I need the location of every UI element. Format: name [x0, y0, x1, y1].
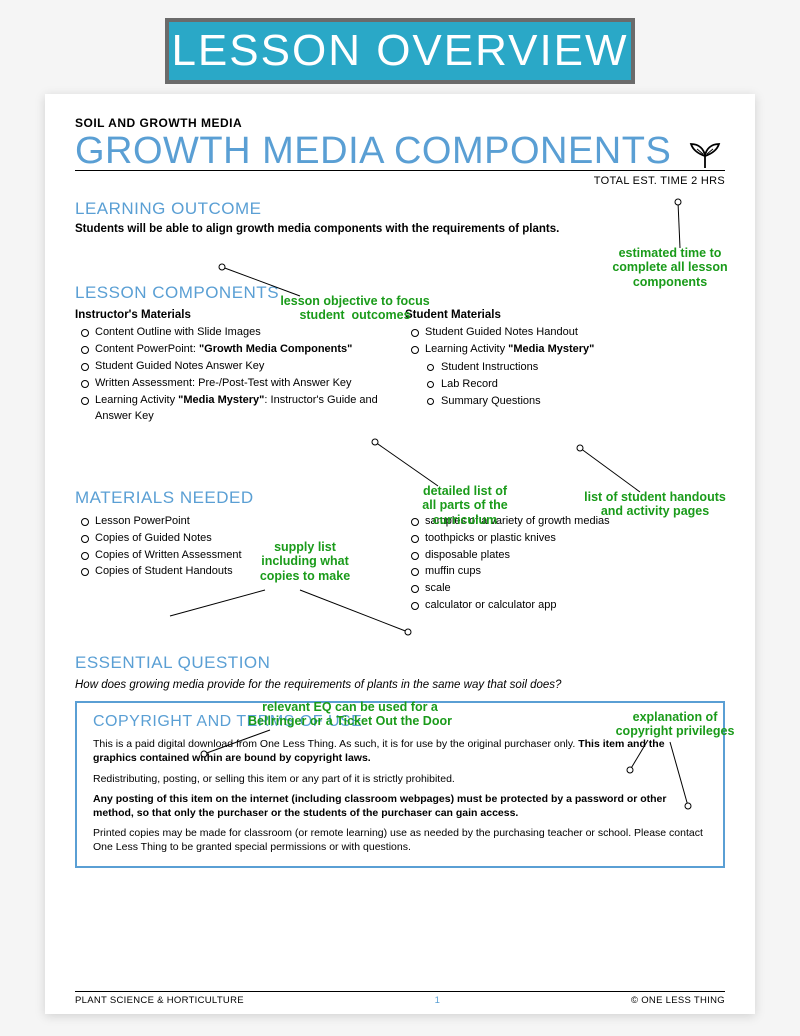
instructor-heading: Instructor's Materials	[75, 309, 395, 321]
list-item: Student Instructions	[427, 360, 725, 376]
instructor-list: Content Outline with Slide Images Conten…	[75, 325, 395, 425]
list-item: Student Guided Notes Handout	[411, 325, 725, 341]
essential-question-text: How does growing media provide for the r…	[75, 679, 725, 691]
list-item: muffin cups	[411, 564, 725, 580]
list-item: calculator or calculator app	[411, 598, 725, 614]
list-item: Lesson PowerPoint	[81, 514, 395, 530]
list-item: Content PowerPoint: "Growth Media Compon…	[81, 342, 395, 358]
student-sublist: Student Instructions Lab Record Summary …	[405, 360, 725, 410]
materials-right: samples of a variety of growth medias to…	[405, 514, 725, 616]
student-col: Student Materials Student Guided Notes H…	[405, 309, 725, 426]
lesson-components-cols: Instructor's Materials Content Outline w…	[75, 309, 725, 426]
list-item: Content Outline with Slide Images	[81, 325, 395, 341]
list-item: disposable plates	[411, 548, 725, 564]
list-item: toothpicks or plastic knives	[411, 531, 725, 547]
learning-outcome-text: Students will be able to align growth me…	[75, 223, 725, 235]
copyright-heading: COPYRIGHT AND TERMS OF USE	[93, 713, 707, 731]
copyright-p3: Any posting of this item on the internet…	[93, 792, 707, 820]
list-item: Summary Questions	[427, 394, 725, 410]
materials-cols: Lesson PowerPoint Copies of Guided Notes…	[75, 514, 725, 616]
copyright-p2: Redistributing, posting, or selling this…	[93, 772, 707, 786]
list-item: samples of a variety of growth medias	[411, 514, 725, 530]
instructor-col: Instructor's Materials Content Outline w…	[75, 309, 395, 426]
copyright-box: COPYRIGHT AND TERMS OF USE This is a pai…	[75, 701, 725, 868]
list-item: Written Assessment: Pre-/Post-Test with …	[81, 376, 395, 392]
materials-left-list: Lesson PowerPoint Copies of Guided Notes…	[75, 514, 395, 581]
footer-page-num: 1	[435, 995, 441, 1006]
page-title: GROWTH MEDIA COMPONENTS	[75, 132, 671, 170]
list-item: Copies of Guided Notes	[81, 531, 395, 547]
list-item: scale	[411, 581, 725, 597]
lesson-page: SOIL AND GROWTH MEDIA GROWTH MEDIA COMPO…	[45, 94, 755, 1014]
list-item: Student Guided Notes Answer Key	[81, 359, 395, 375]
list-item: Learning Activity "Media Mystery": Instr…	[81, 393, 395, 425]
learning-outcome-heading: LEARNING OUTCOME	[75, 199, 725, 219]
unit-title: SOIL AND GROWTH MEDIA	[75, 116, 725, 130]
sprout-icon	[685, 140, 725, 170]
copyright-p1: This is a paid digital download from One…	[93, 737, 707, 765]
copyright-p4: Printed copies may be made for classroom…	[93, 826, 707, 854]
essential-question-heading: ESSENTIAL QUESTION	[75, 653, 725, 673]
footer-right: © ONE LESS THING	[631, 995, 725, 1006]
banner-title: LESSON OVERVIEW	[171, 26, 628, 76]
student-list: Student Guided Notes Handout Learning Ac…	[405, 325, 725, 358]
list-item: Copies of Student Handouts	[81, 564, 395, 580]
footer-left: PLANT SCIENCE & HORTICULTURE	[75, 995, 244, 1006]
page-footer: PLANT SCIENCE & HORTICULTURE 1 © ONE LES…	[75, 991, 725, 1006]
total-time: TOTAL EST. TIME 2 HRS	[75, 175, 725, 187]
materials-needed-heading: MATERIALS NEEDED	[75, 488, 725, 508]
student-heading: Student Materials	[405, 309, 725, 321]
title-row: GROWTH MEDIA COMPONENTS	[75, 132, 725, 171]
lesson-components-heading: LESSON COMPONENTS	[75, 283, 725, 303]
list-item: Copies of Written Assessment	[81, 548, 395, 564]
list-item: Lab Record	[427, 377, 725, 393]
list-item: Learning Activity "Media Mystery"	[411, 342, 725, 358]
materials-right-list: samples of a variety of growth medias to…	[405, 514, 725, 615]
banner: LESSON OVERVIEW	[165, 18, 635, 84]
materials-left: Lesson PowerPoint Copies of Guided Notes…	[75, 514, 395, 616]
